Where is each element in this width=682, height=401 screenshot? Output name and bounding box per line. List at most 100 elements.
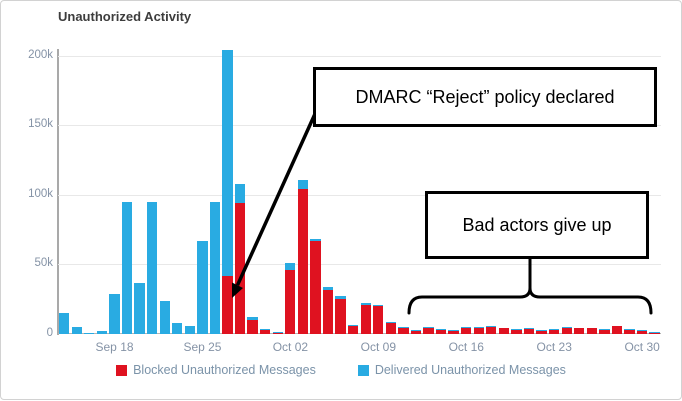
bar-sep-14[interactable] (59, 313, 70, 334)
delivered-segment (410, 329, 422, 331)
bar-sep-17[interactable] (96, 331, 108, 334)
annotation-bad-actors: Bad actors give up (425, 191, 649, 259)
bar-oct-14[interactable] (435, 329, 447, 334)
blocked-segment (624, 329, 635, 334)
bar-oct-07[interactable] (347, 324, 359, 334)
bar-oct-23[interactable] (548, 329, 560, 334)
y-tick-label-50k: 50k (34, 257, 53, 270)
blocked-segment (234, 203, 246, 334)
delivered-segment (222, 50, 233, 276)
delivered-segment (197, 240, 208, 334)
blocked-segment (548, 329, 560, 334)
delivered-segment (649, 331, 660, 333)
bar-oct-20[interactable] (511, 329, 522, 334)
bar-oct-28[interactable] (611, 325, 623, 334)
delivered-segment (599, 329, 610, 330)
delivered-segment (247, 317, 258, 321)
delivered-segment (385, 321, 396, 323)
delivered-segment (548, 329, 560, 330)
blocked-segment (599, 329, 610, 334)
bar-sep-20[interactable] (134, 282, 145, 334)
bar-oct-13[interactable] (423, 327, 434, 334)
blocked-segment (297, 189, 309, 334)
bar-oct-12[interactable] (410, 329, 422, 334)
blocked-segment (523, 329, 535, 334)
y-tick-label-150k: 150k (28, 118, 53, 131)
bar-oct-01[interactable] (272, 331, 283, 334)
legend-item-delivered[interactable]: Delivered Unauthorized Messages (357, 363, 566, 377)
legend-item-blocked[interactable]: Blocked Unauthorized Messages (116, 363, 316, 377)
bar-oct-31[interactable] (649, 331, 660, 334)
bar-sep-15[interactable] (71, 327, 82, 334)
bar-oct-05[interactable] (322, 286, 334, 334)
bar-oct-03[interactable] (297, 179, 309, 334)
bar-oct-22[interactable] (536, 329, 547, 334)
bar-sep-30[interactable] (260, 329, 271, 334)
delivered-segment (486, 325, 497, 328)
bar-sep-26[interactable] (209, 201, 221, 334)
blocked-segment (360, 304, 371, 334)
bar-oct-17[interactable] (473, 327, 484, 334)
bar-sep-22[interactable] (159, 300, 170, 334)
blocked-segment (435, 329, 447, 334)
bar-sep-29[interactable] (247, 317, 258, 334)
x-tick-label-sep-25: Sep 25 (183, 340, 222, 354)
delivered-segment (448, 330, 459, 332)
delivered-segment (134, 282, 145, 334)
bar-sep-25[interactable] (197, 240, 208, 334)
blocked-segment (611, 326, 623, 334)
bar-oct-16[interactable] (461, 327, 472, 334)
delivered-swatch-icon (357, 364, 369, 376)
bar-oct-08[interactable] (360, 303, 371, 334)
annotation-dmarc: DMARC “Reject” policy declared (313, 67, 657, 127)
bar-sep-24[interactable] (184, 325, 195, 334)
bar-oct-18[interactable] (486, 325, 497, 334)
blocked-segment (398, 328, 409, 334)
bar-sep-21[interactable] (146, 201, 158, 334)
delivered-segment (624, 329, 635, 330)
bar-oct-29[interactable] (624, 329, 635, 334)
blocked-segment (272, 332, 283, 334)
gridline-200k (58, 55, 661, 57)
bar-sep-23[interactable] (172, 322, 183, 334)
legend: Blocked Unauthorized Messages Delivered … (1, 363, 681, 377)
bar-oct-04[interactable] (310, 238, 321, 334)
delivered-segment (561, 327, 572, 329)
delivered-segment (84, 332, 95, 334)
delivered-segment (335, 296, 346, 300)
delivered-segment (574, 327, 585, 329)
y-tick-label-0: 0 (46, 327, 53, 339)
bar-sep-18[interactable] (109, 293, 120, 334)
legend-label-delivered: Delivered Unauthorized Messages (374, 363, 566, 377)
bar-oct-24[interactable] (561, 327, 572, 334)
bar-oct-21[interactable] (523, 327, 535, 334)
x-tick-label-oct-02: Oct 02 (272, 340, 309, 354)
bar-oct-10[interactable] (385, 321, 396, 334)
bar-oct-06[interactable] (335, 296, 346, 334)
bar-oct-30[interactable] (636, 330, 648, 334)
blocked-segment (448, 331, 459, 334)
delivered-segment (511, 329, 522, 330)
delivered-segment (373, 304, 384, 307)
bar-oct-02[interactable] (285, 263, 296, 334)
delivered-segment (184, 325, 195, 334)
bar-oct-11[interactable] (398, 327, 409, 334)
x-tick-label-sep-18: Sep 18 (95, 340, 134, 354)
bar-sep-28[interactable] (234, 183, 246, 334)
delivered-segment (498, 327, 510, 329)
bar-oct-15[interactable] (448, 330, 459, 334)
bar-oct-25[interactable] (574, 327, 585, 334)
blocked-segment (285, 270, 296, 334)
delivered-segment (611, 325, 623, 327)
delivered-segment (146, 201, 158, 334)
bar-sep-16[interactable] (84, 332, 95, 334)
bar-oct-26[interactable] (586, 327, 597, 334)
bar-oct-09[interactable] (373, 304, 384, 334)
blocked-segment (423, 328, 434, 334)
blocked-segment (373, 306, 384, 334)
bar-oct-27[interactable] (599, 329, 610, 334)
delivered-segment (636, 330, 648, 332)
bar-sep-27[interactable] (222, 50, 233, 334)
bar-sep-19[interactable] (121, 201, 133, 334)
bar-oct-19[interactable] (498, 327, 510, 334)
